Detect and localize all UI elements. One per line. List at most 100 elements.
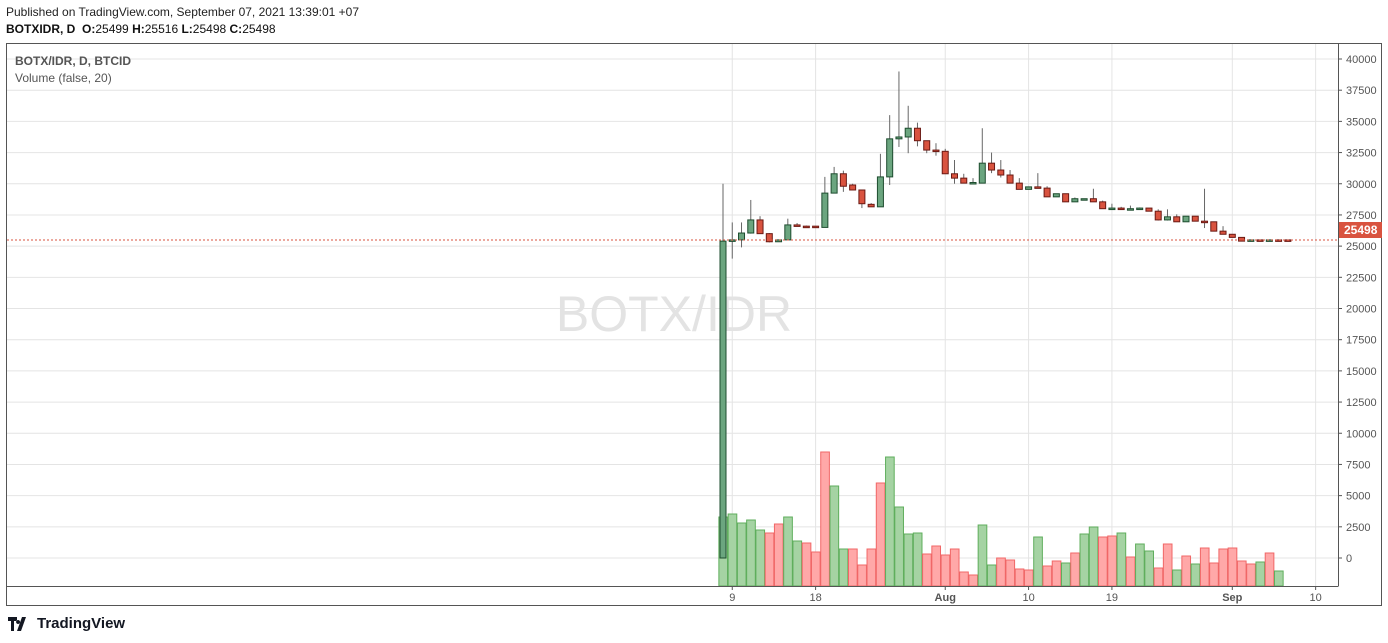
volume-bar [848,548,858,587]
volume-bar [1144,550,1154,587]
time-axis[interactable]: 9 18 Aug 10 19 Sep 10 [729,586,1322,604]
candle-body [1099,201,1107,210]
candle-body [812,225,820,229]
legend-series: BOTX/IDR, D, BTCID [15,54,131,68]
candle-body [1154,210,1162,221]
x-tick-label: 10 [1022,592,1034,604]
candle-body [951,173,958,179]
volume-bar [1070,552,1080,587]
y-tick-label: 32500 [1346,148,1377,160]
frame [6,43,1382,606]
candle-body [876,176,884,208]
candle-body [941,150,949,175]
candle-body [747,219,755,234]
y-tick-label: 10000 [1346,428,1377,440]
y-tick-label: 0 [1346,553,1352,565]
volume-bar [1246,563,1256,587]
tradingview-logo-icon [8,616,26,631]
volume-bar [977,524,988,587]
candle-body [1034,186,1042,189]
open-label: O: [82,22,96,36]
candle-body [1080,198,1088,201]
candle-body [1062,193,1070,203]
volume-bar [820,451,830,587]
volume-bar [968,574,979,587]
last-price-label: 25498 [1344,223,1378,237]
volume-bar [996,557,1006,587]
candle-body [960,177,968,184]
y-tick-label: 12500 [1346,397,1377,409]
x-tick-label: 18 [809,592,821,604]
volume-bar [746,519,756,587]
candle-body [765,233,773,243]
close-label: C: [229,22,243,36]
volume-bar [1107,535,1117,587]
y-tick-label: 5000 [1346,491,1370,503]
grid [7,44,1338,586]
candle-body [802,225,810,229]
volume-bar [1172,569,1182,587]
volume-bar [773,523,784,587]
candle-body [849,184,857,191]
open-value: 25499 [95,22,129,36]
candle-body [886,138,894,178]
volume-bar [949,548,960,587]
volume-bar [1264,552,1275,587]
candle-body [756,219,764,235]
volume-bar [783,516,793,587]
volume-bar [1209,562,1219,587]
x-tick-label: 19 [1106,592,1118,604]
candle-body [1108,207,1116,211]
candle-body [1228,233,1236,238]
volume-bar [1273,570,1284,587]
y-tick-label: 27500 [1346,210,1377,222]
x-tick-label: 10 [1310,592,1322,604]
price-axis[interactable]: 4000037500350003250030000275002500022500… [1338,54,1377,565]
y-tick-label: 20000 [1346,304,1377,316]
candle-body [1015,182,1023,190]
candle-body [932,149,940,153]
candle-body [895,136,903,140]
candle-body [1275,239,1283,242]
candle-body [1052,193,1060,198]
candle-body [1201,220,1209,224]
x-tick-label: Sep [1222,592,1242,604]
volume-bar [1005,559,1016,587]
volume-bar [1135,543,1145,587]
candle-body [1238,236,1246,242]
candle-body [1126,208,1134,211]
y-tick-label: 30000 [1346,179,1377,191]
volume-bar [1153,567,1164,587]
y-tick-label: 40000 [1346,54,1377,66]
volume-bar [1098,536,1108,587]
volume-bar [903,533,914,587]
volume-bar [801,542,812,587]
volume-bar [1218,548,1229,587]
candle-body [1219,230,1227,235]
candle-body [1191,215,1199,222]
y-tick-label: 35000 [1346,116,1377,128]
tradingview-logo[interactable]: TradingView [8,615,125,632]
volume-bar [1162,543,1173,587]
volume-bar [1227,547,1238,587]
volume-bar [1033,536,1043,587]
volume-bar [894,506,904,587]
volume-bar [1051,560,1062,587]
volume-bar [866,548,877,587]
y-tick-label: 7500 [1346,459,1370,471]
y-tick-label: 37500 [1346,85,1377,97]
candle-body [1025,186,1033,190]
candle-body [978,162,986,184]
volume-bar [1199,547,1210,587]
candle-body [830,173,838,194]
candle-body [1265,239,1273,242]
volume-bar [922,553,932,587]
candle-body [997,169,1005,176]
volume-bar [810,551,821,587]
candle-body [1089,198,1097,203]
candle-body [1210,221,1218,232]
candle-body [1182,215,1190,223]
low-value: 25498 [192,22,227,36]
candle-body [1117,207,1125,211]
